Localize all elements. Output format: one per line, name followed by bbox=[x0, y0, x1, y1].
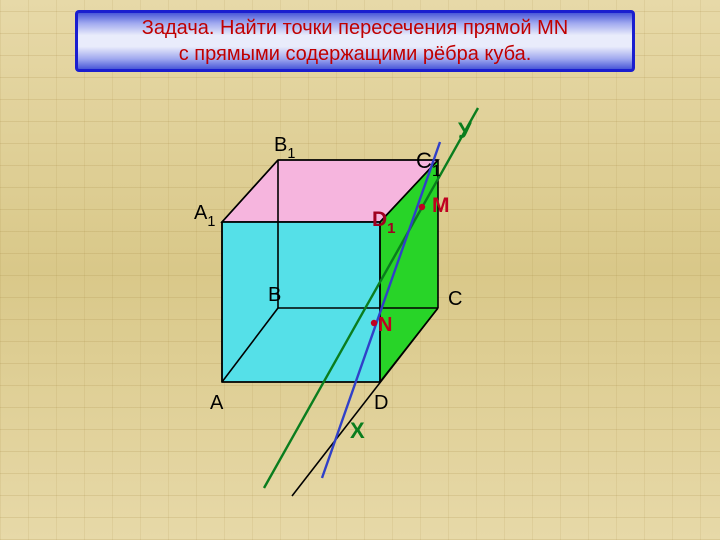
point-M bbox=[419, 204, 425, 210]
label-C: C bbox=[448, 288, 462, 311]
label-C1: C1 bbox=[416, 148, 441, 178]
label-M: M bbox=[432, 194, 450, 218]
label-N: N bbox=[378, 314, 392, 337]
point-N bbox=[371, 320, 377, 326]
cube-front-face bbox=[222, 222, 380, 382]
label-Y: У bbox=[458, 118, 472, 144]
label-B: B bbox=[268, 284, 281, 307]
label-A: A bbox=[210, 392, 223, 415]
label-X: Х bbox=[350, 418, 365, 444]
label-D: D bbox=[374, 392, 388, 415]
cube-diagram bbox=[0, 0, 720, 540]
label-D1: D1 bbox=[372, 208, 396, 235]
label-B1: B1 bbox=[274, 134, 295, 160]
label-A1: A1 bbox=[194, 202, 215, 228]
